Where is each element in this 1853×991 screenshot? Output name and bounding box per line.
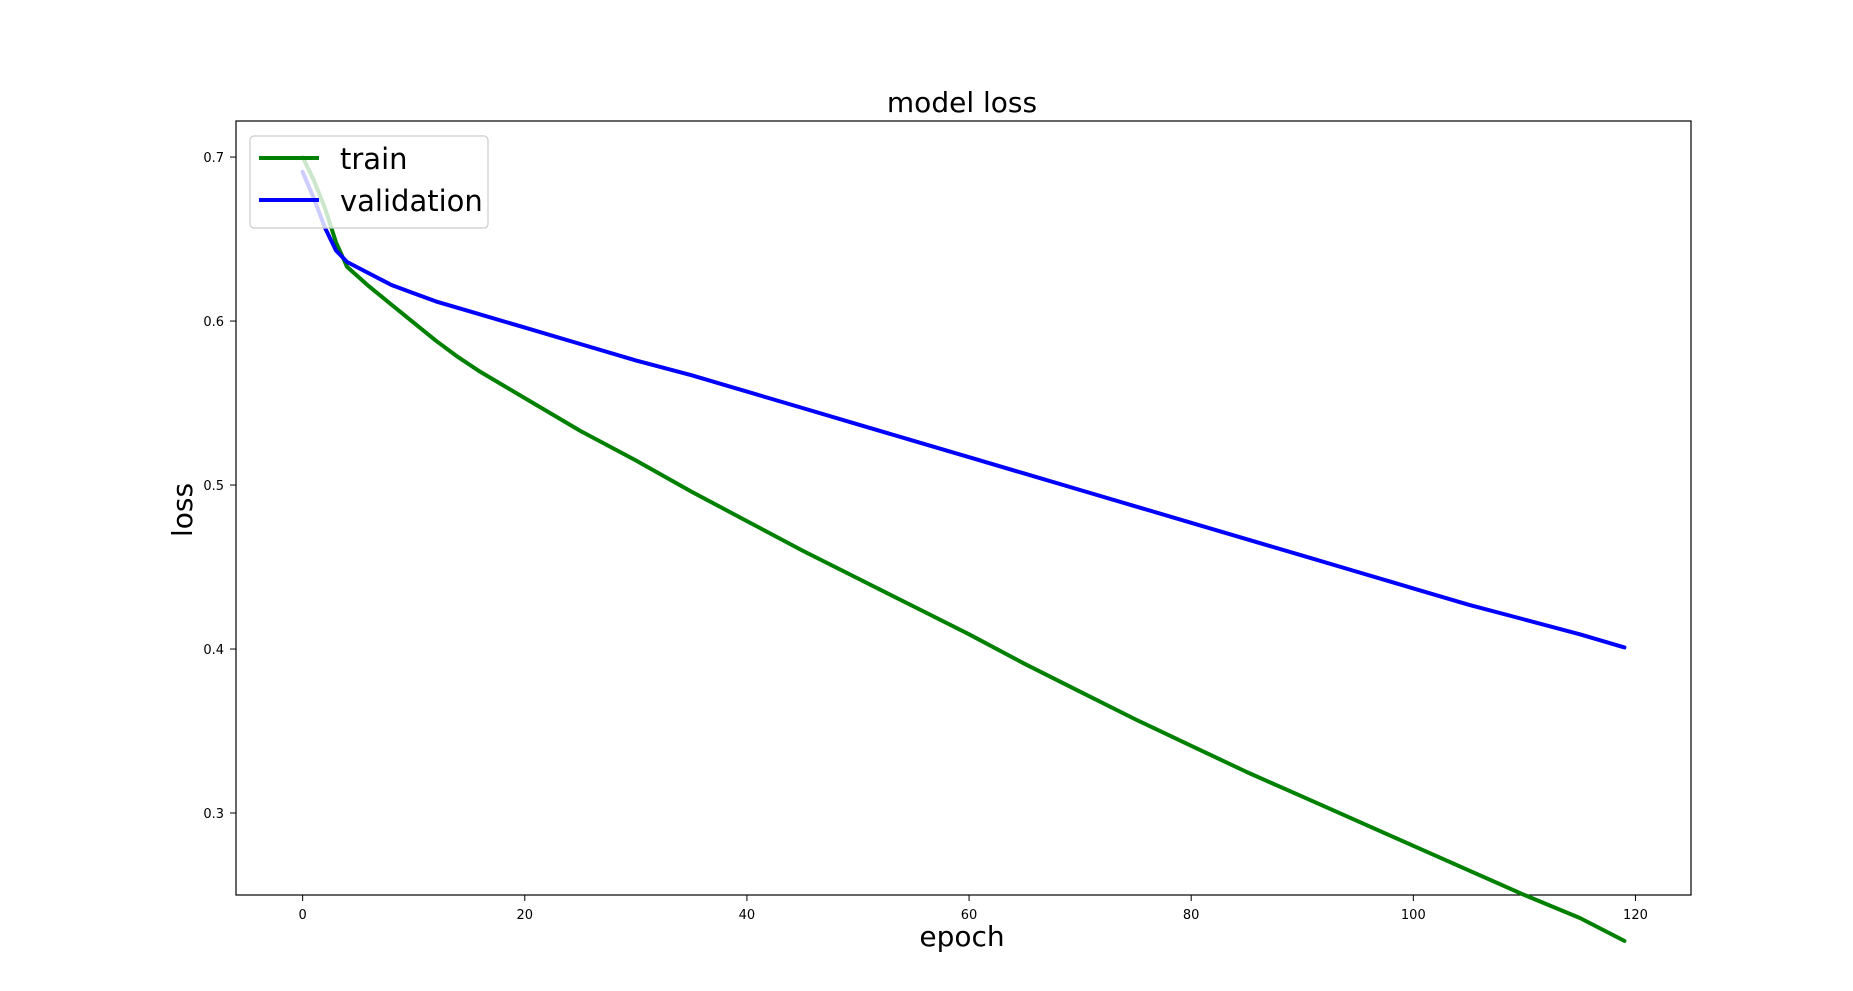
plot-area-frame bbox=[235, 120, 1692, 896]
x-axis-ticks: 0 20 40 60 80 100 120 bbox=[299, 895, 1648, 923]
y-tick-label: 0.7 bbox=[203, 151, 224, 166]
x-tick-label: 0 bbox=[299, 908, 307, 923]
x-tick-label: 120 bbox=[1623, 908, 1648, 923]
legend-label-train: train bbox=[340, 142, 408, 176]
y-tick-label: 0.5 bbox=[203, 479, 224, 494]
legend: train validation bbox=[249, 135, 489, 229]
series-line-train bbox=[300, 155, 1627, 943]
y-tick-label: 0.3 bbox=[203, 807, 224, 822]
legend-label-validation: validation bbox=[340, 184, 483, 218]
x-tick-label: 80 bbox=[1183, 908, 1200, 923]
y-tick-label: 0.6 bbox=[203, 315, 224, 330]
y-axis-label: loss bbox=[166, 483, 199, 537]
x-tick-label: 20 bbox=[517, 908, 534, 923]
series-line-validation bbox=[300, 169, 1627, 650]
x-tick-label: 40 bbox=[739, 908, 756, 923]
x-axis-label: epoch bbox=[919, 920, 1004, 953]
y-tick-label: 0.4 bbox=[203, 643, 224, 658]
chart-title: model loss bbox=[887, 86, 1037, 119]
y-axis-ticks: 0.3 0.4 0.5 0.6 0.7 bbox=[203, 151, 236, 822]
x-tick-label: 60 bbox=[961, 908, 978, 923]
series-layer bbox=[300, 155, 1627, 943]
x-tick-label: 100 bbox=[1401, 908, 1426, 923]
